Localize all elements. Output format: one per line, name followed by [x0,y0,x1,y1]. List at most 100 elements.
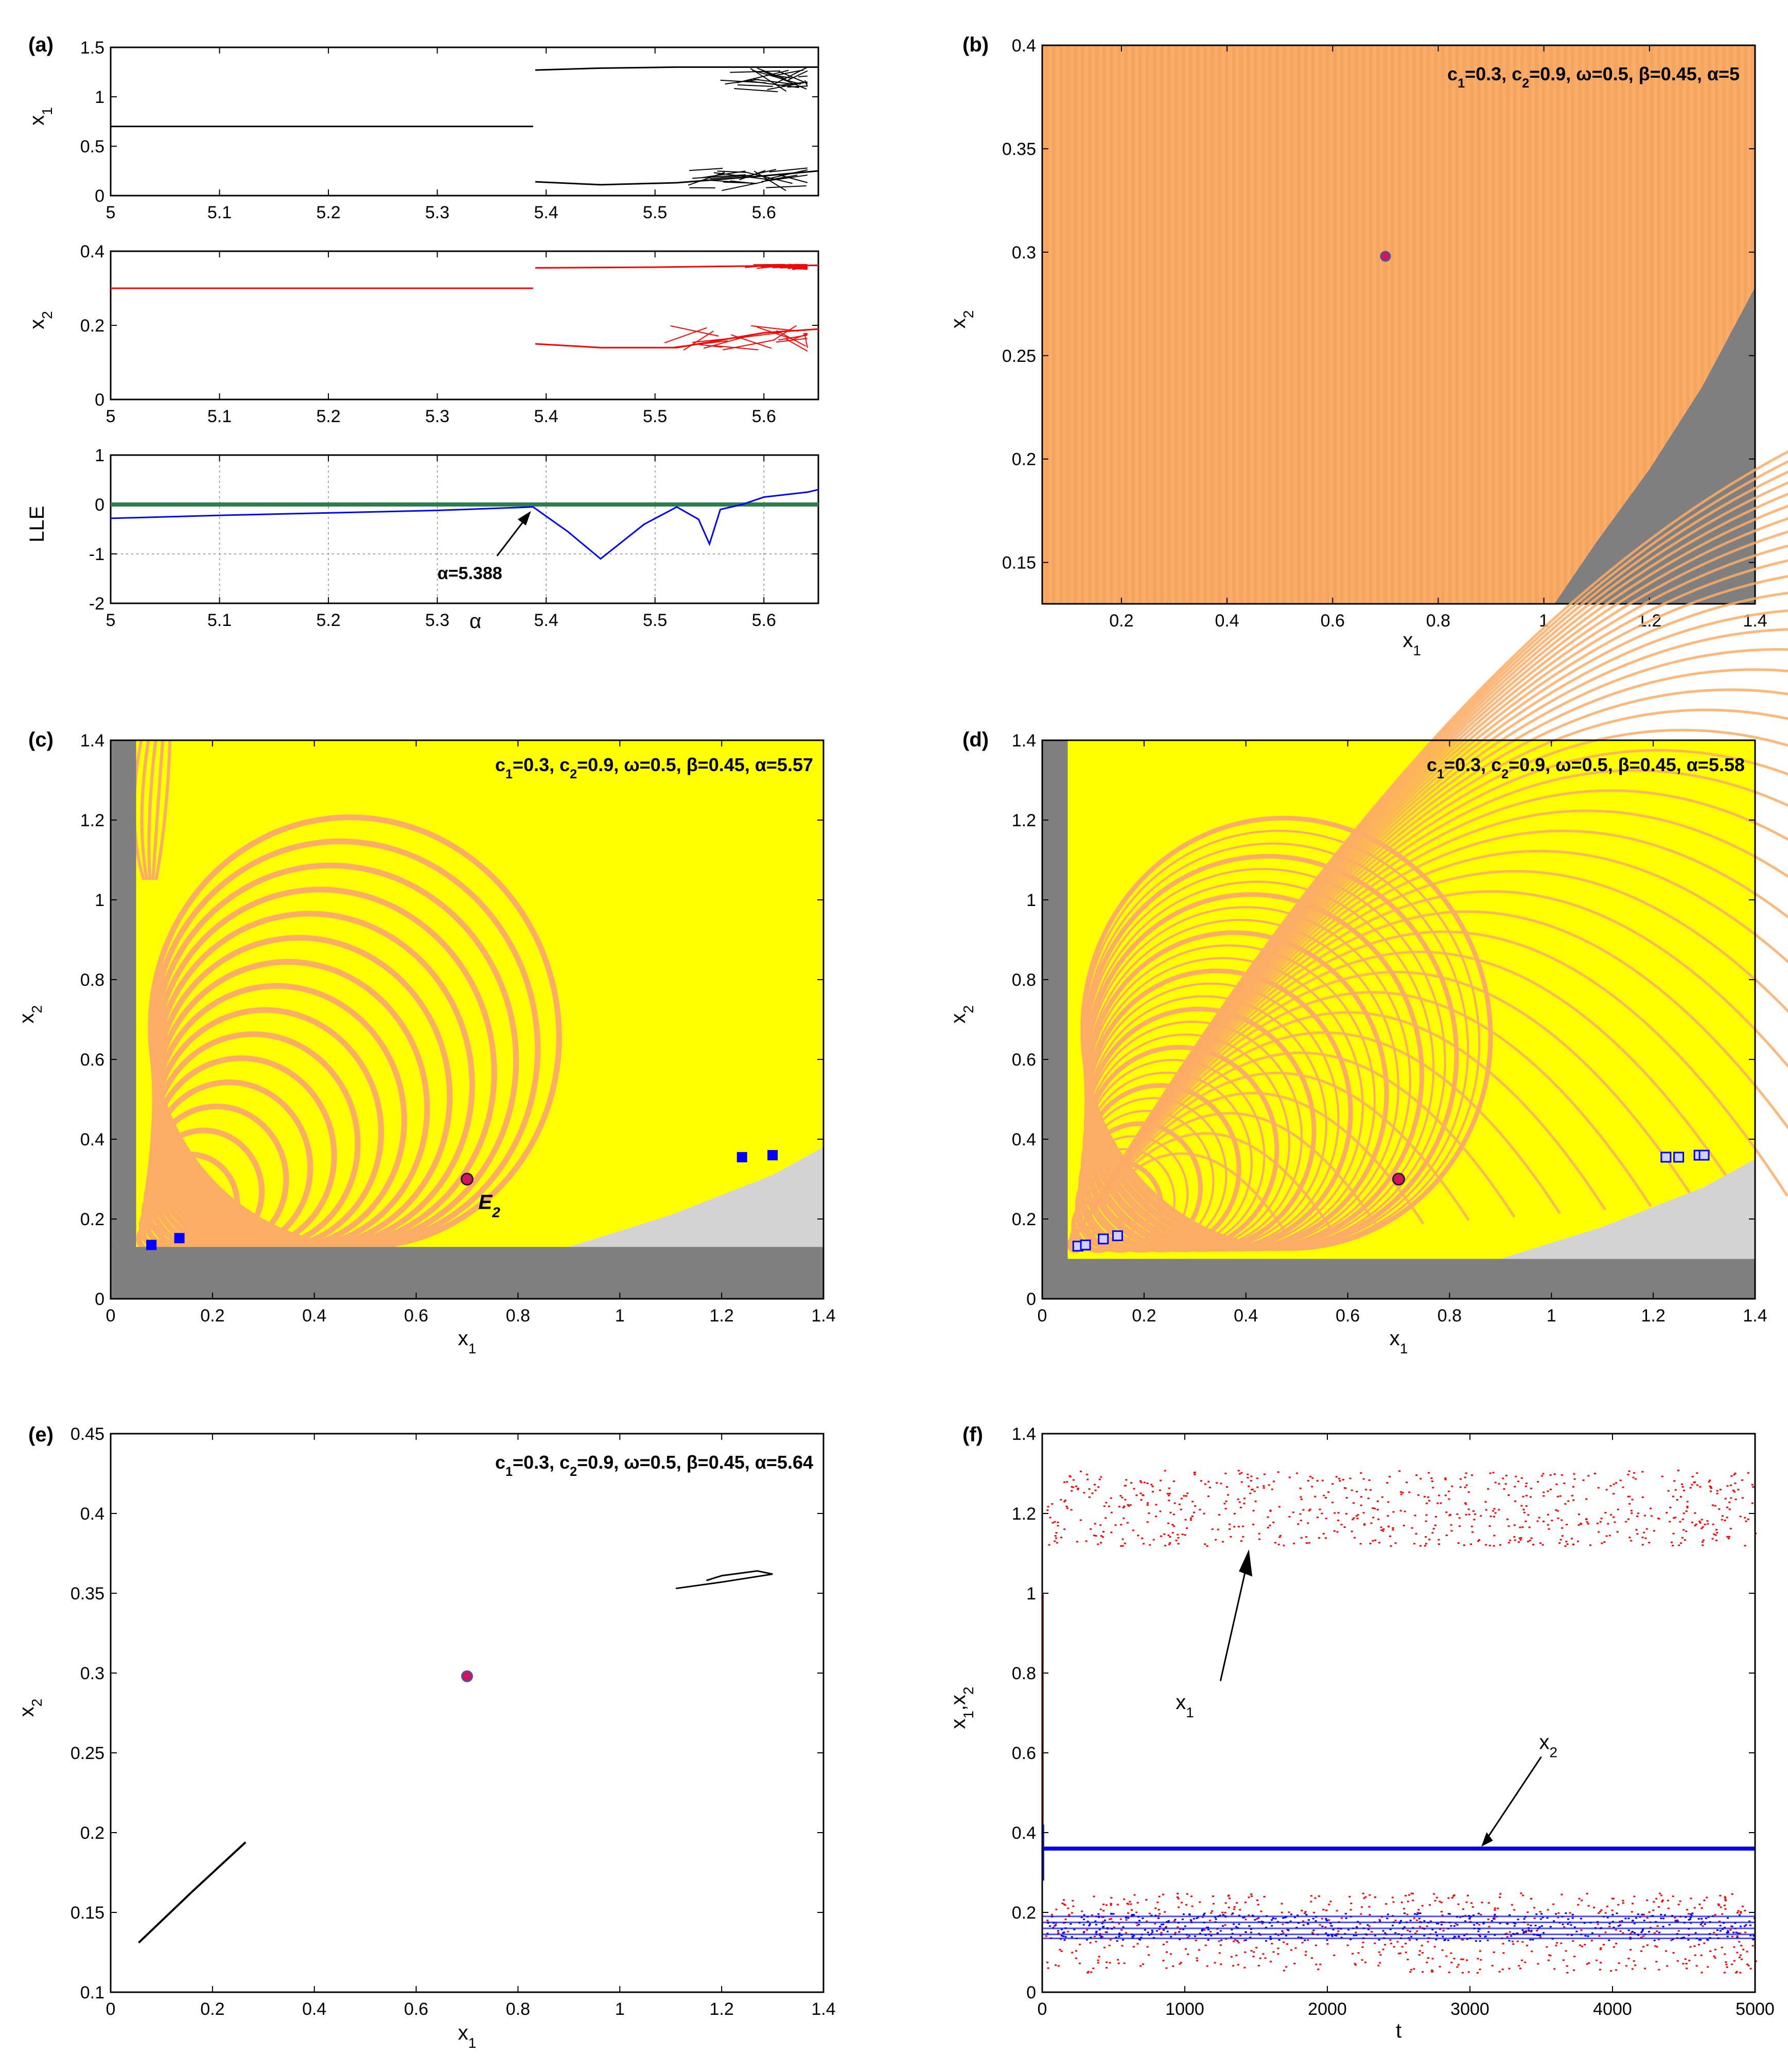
sample-point [1174,1934,1177,1936]
sample-point [1151,1929,1153,1931]
sample-point [1694,1524,1696,1526]
sample-point [1136,1943,1139,1945]
sample-point [1598,1935,1601,1937]
sample-point [1244,1919,1247,1921]
sample-point [1248,1485,1250,1487]
sample-point [1239,1935,1241,1937]
sample-point [1658,1939,1660,1941]
sample-point [1437,1923,1440,1925]
axes-e-xtick-label: 1.2 [710,1999,734,2019]
sample-point [1724,1900,1727,1902]
sample-point [1709,1479,1711,1482]
sample-point [1502,1952,1505,1954]
axes-d-ytick-label: 0.8 [1012,970,1036,990]
sample-point [1555,1509,1557,1511]
sample-point [1130,1903,1132,1905]
sample-point [1194,1505,1197,1507]
sample-point [1440,1924,1443,1926]
axes-f-ytick-label: 0.6 [1012,1744,1036,1763]
sample-point [1311,1486,1313,1488]
sample-point [1589,1922,1592,1924]
sample-point [1563,1926,1566,1928]
chaotic-band-stroke [762,70,807,90]
sample-point [1586,1893,1588,1895]
sample-point [1173,1920,1176,1922]
sample-point [1426,1961,1428,1963]
sample-point [1290,1913,1292,1916]
sample-point [1332,1928,1335,1930]
sample-point [1054,1540,1056,1542]
sample-point [1143,1482,1146,1484]
sample-point [1585,1498,1588,1500]
sample-point [1120,1524,1123,1526]
sample-point [1233,1940,1235,1942]
sample-point [1591,1932,1593,1934]
sample-point [1140,1937,1143,1939]
sample-point [1412,1927,1414,1929]
sample-point [1071,1952,1074,1954]
panel-c: (c)0 0.2 0.4 0.6 0.8 1 1.2 1.400.20.40.60.811.2… [15,728,836,1356]
sample-point [1454,1923,1457,1925]
xlabel-d: x1 [1390,1327,1408,1356]
sample-point [1100,1542,1102,1544]
sample-point [1115,1936,1117,1938]
axes-e-ytick-label: 0.25 [71,1744,104,1763]
sample-point [1658,1969,1660,1971]
sample-point [1498,1509,1500,1511]
sample-point [1168,1492,1171,1494]
subplot-a-1-xtick-label: 5.1 [207,203,232,222]
sample-point [1206,1926,1208,1928]
sample-point [1427,1957,1430,1959]
sample-point [1407,1901,1409,1903]
title-d-part: c [1427,754,1437,775]
chaotic-band-stroke [773,325,797,341]
sample-point [1071,1936,1073,1938]
annotation-x1: x1 [1176,1691,1194,1720]
sample-point [1464,1920,1467,1922]
sample-point [1263,1487,1265,1489]
sample-point [1113,1926,1115,1928]
sample-point [1636,1533,1639,1535]
sample-point [1556,1510,1559,1512]
sample-point [1379,1920,1381,1922]
sample-point [1680,1937,1682,1939]
subplot-a-2-ytick-label: 0.2 [80,316,104,336]
sample-point [1378,1542,1381,1544]
sample-point [1356,1518,1359,1520]
sample-point [1570,1934,1573,1936]
sample-point [1095,1941,1097,1943]
sample-point [1600,1962,1602,1964]
sample-point [1122,1926,1125,1928]
sample-point [1189,1919,1192,1921]
subplot-a-2-frame [110,250,819,401]
sample-point [1304,1939,1306,1941]
sample-point [1114,1524,1117,1526]
title-c-part: =0.3, c [513,754,570,775]
sample-point [1267,1526,1269,1528]
chaotic-band-stroke [723,339,775,351]
sample-point [1237,1927,1239,1929]
sample-point [1106,1927,1109,1929]
subplot-a-2-ytick-label: 0.4 [80,242,104,262]
sample-point [1576,1540,1579,1542]
sample-point [1674,1517,1677,1519]
sample-point [1682,1963,1685,1965]
sample-point [1250,1931,1252,1934]
sample-point [1611,1921,1614,1923]
sample-point [1458,1517,1461,1519]
sample-point [1354,1963,1356,1965]
sample-point [1525,1930,1528,1932]
title-e-part: c [495,1452,505,1473]
sample-point [1425,1514,1428,1516]
chaotic-band-stroke [804,80,808,86]
chaotic-band-stroke [788,265,808,269]
subplot-a-1-xtick-label: 5.3 [425,203,449,222]
sample-point [1125,1919,1128,1921]
sample-point [1659,1892,1661,1894]
sample-point [1388,1525,1390,1527]
sample-point [1160,1479,1162,1482]
sample-point [1336,1531,1339,1533]
sample-point [1565,1950,1567,1952]
sample-point [1110,1511,1113,1513]
sample-point [1565,1541,1568,1543]
